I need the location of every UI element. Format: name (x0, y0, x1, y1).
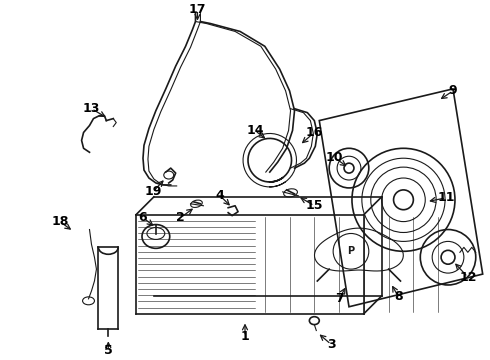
Text: 3: 3 (327, 338, 336, 351)
Text: 1: 1 (241, 330, 249, 343)
Text: 15: 15 (306, 199, 323, 212)
Text: 12: 12 (459, 271, 477, 284)
Text: 4: 4 (216, 189, 224, 202)
Text: P: P (347, 246, 355, 256)
Text: 13: 13 (83, 102, 100, 115)
Text: 11: 11 (437, 191, 455, 204)
Text: 2: 2 (176, 211, 185, 224)
Text: 10: 10 (325, 151, 343, 164)
Text: 14: 14 (246, 124, 264, 137)
Text: 9: 9 (449, 84, 457, 97)
Text: 17: 17 (189, 3, 206, 16)
Text: 18: 18 (51, 215, 69, 228)
Text: 6: 6 (139, 211, 147, 224)
Text: 7: 7 (335, 292, 343, 305)
Text: 8: 8 (394, 291, 403, 303)
Text: 5: 5 (104, 344, 113, 357)
Text: 16: 16 (306, 126, 323, 139)
Text: 19: 19 (144, 185, 162, 198)
